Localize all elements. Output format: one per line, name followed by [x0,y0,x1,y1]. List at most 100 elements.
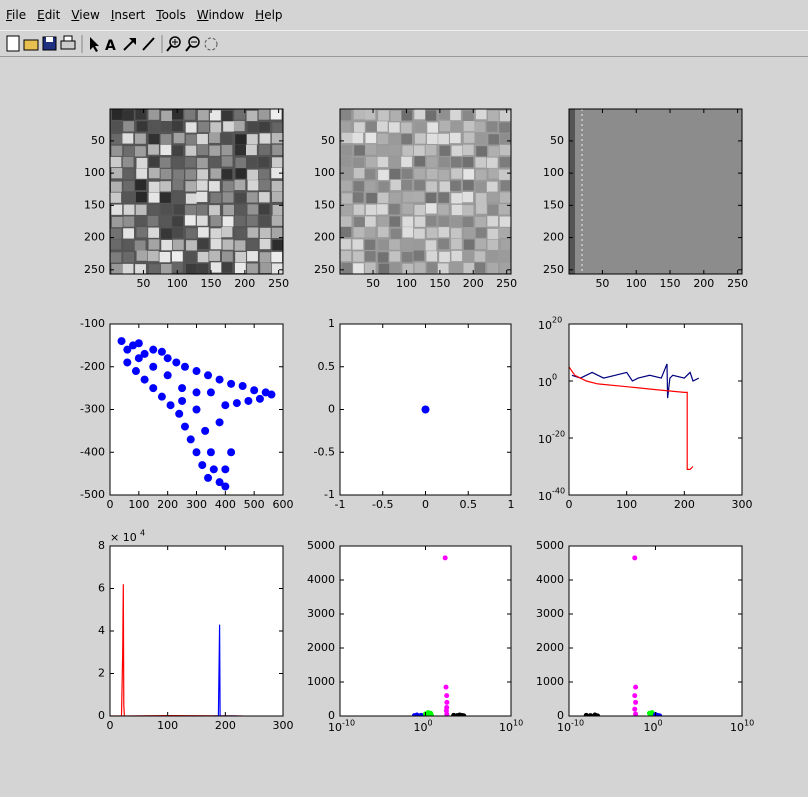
image-patch [450,133,461,143]
image-patch [451,251,462,261]
image-patch [414,239,425,249]
image-patch [235,229,246,239]
image-patch [377,121,388,131]
image-patch [500,157,511,167]
image-patch [174,133,185,143]
image-patch [390,193,401,203]
new-button[interactable] [7,36,19,51]
image-patch [475,157,486,167]
scatter-point [158,348,166,356]
image-patch [137,250,148,260]
image-patch [353,251,364,261]
image-patch [402,264,413,274]
image-patch [340,239,351,249]
image-patch [487,263,498,273]
print-button[interactable] [61,36,75,49]
menu-item[interactable]: Insert [111,8,145,22]
select-button[interactable] [90,37,99,52]
image-patch [414,180,425,190]
image-patch [427,228,438,238]
text-button[interactable]: A [105,38,116,54]
x-tick-exponent: 10 [744,719,754,728]
zoom-out-button[interactable] [186,37,199,51]
image-patch [378,146,389,156]
image-patch [210,193,221,203]
image-patch [111,205,122,215]
image-patch [438,193,449,203]
image-patch [488,111,499,121]
y-tick-label: -500 [80,488,105,501]
image-patch [365,216,376,226]
y-tick-label: -1 [324,488,335,501]
image-patch [476,170,487,180]
image-patch [259,180,270,190]
scatter-point [118,337,126,345]
image-patch [354,205,365,215]
x-tick-label: 100 [626,277,647,290]
y-tick-label: 150 [314,198,335,211]
scatter-point [193,448,201,456]
image-patch [136,168,147,178]
image-patch [135,264,146,274]
scatter-point [444,700,449,705]
image-patch [476,227,487,237]
image-patch [427,157,438,167]
image-patch [223,216,234,226]
scatter-point [141,376,149,384]
image-patch [487,216,498,226]
scatter-point [181,423,189,431]
menu-item[interactable]: Window [197,8,244,22]
image-patch [123,181,134,191]
image-patch [149,156,160,166]
save-button[interactable] [43,37,56,50]
image-patch [185,252,196,262]
image-patch [426,145,437,155]
x-tick-label: 100 [128,498,149,511]
x-tick-exponent: 0 [658,719,663,728]
axes-background [110,546,283,716]
image-patch [488,146,499,156]
image-patch [272,240,283,250]
y-tick-label: -300 [80,403,105,416]
y-tick-label: -400 [80,445,105,458]
open-button[interactable] [24,40,38,50]
menu-item[interactable]: View [71,8,99,22]
x-tick-label: 200 [674,498,695,511]
image-patch [223,205,234,215]
image-patch [161,121,172,131]
image-patch [235,205,246,215]
line-button[interactable] [143,38,154,50]
image-patch [451,217,462,227]
image-patch [389,204,400,214]
scatter-point [175,410,183,418]
x-tick-label: 100 [157,719,178,732]
arrow-button[interactable] [124,38,136,50]
image-patch [440,146,451,156]
menu-item[interactable]: Edit [37,8,60,22]
image-patch [451,122,462,132]
image-patch [438,239,449,249]
menu-item[interactable]: File [6,8,26,22]
x-tick-label: 100 [616,498,637,511]
scatter-point [207,448,215,456]
scatter-point [135,339,143,347]
zoom-in-button[interactable] [167,37,180,51]
image-patch [414,156,425,166]
scatter-point [193,406,201,414]
image-patch [487,240,498,250]
image-patch [272,145,283,155]
y-multiplier: × 10 [110,531,137,544]
scatter-point [207,388,215,396]
y-tick-label: 10 [538,490,552,503]
image-patch [474,251,485,261]
image-patch [464,252,475,262]
x-tick-label: 0 [422,498,429,511]
image-patch [272,228,283,238]
menu-item[interactable]: Help [255,8,282,22]
menu-item[interactable]: Tools [156,8,186,22]
image-patch [390,169,401,179]
scatter-point [267,391,275,399]
image-patch [365,240,376,250]
rotate-button[interactable] [205,38,217,50]
x-tick-label: 0.5 [460,498,478,511]
